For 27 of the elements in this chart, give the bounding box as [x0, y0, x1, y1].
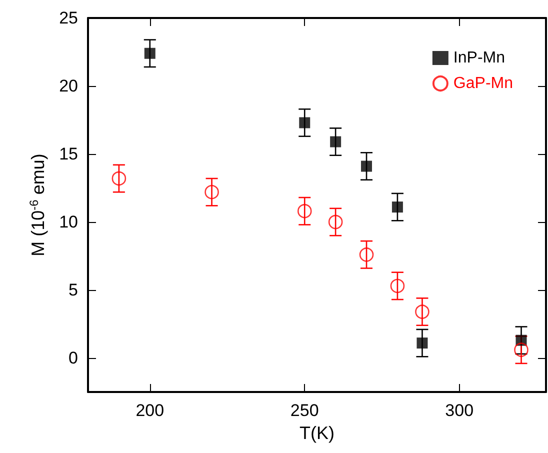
x-tick-label: 200 — [136, 401, 164, 420]
x-axis-title: T(K) — [300, 423, 334, 443]
point — [392, 202, 403, 213]
point — [415, 304, 430, 319]
x-tick-label: 250 — [290, 401, 319, 420]
point — [390, 278, 405, 294]
legend-label: GaP-Mn — [453, 75, 514, 92]
point — [299, 117, 310, 128]
y-tick-label: 25 — [59, 8, 78, 28]
y-tick-label: 20 — [59, 76, 78, 96]
y-tick-label: 5 — [68, 280, 78, 300]
point — [359, 247, 374, 262]
legend-label: InP-Mn — [453, 50, 506, 66]
y-tick-label: 15 — [59, 144, 78, 164]
point — [297, 204, 312, 218]
point — [204, 184, 219, 200]
point — [330, 136, 342, 148]
point — [361, 160, 372, 172]
y-axis-title: M (10-6 emu) — [27, 154, 48, 256]
point — [416, 338, 428, 349]
point — [328, 214, 343, 230]
point — [112, 171, 126, 186]
y-tick-label: 0 — [68, 348, 78, 368]
y-tick-label: 10 — [59, 212, 78, 232]
x-tick-label: 300 — [445, 401, 474, 420]
point — [144, 48, 156, 59]
point — [514, 342, 528, 357]
